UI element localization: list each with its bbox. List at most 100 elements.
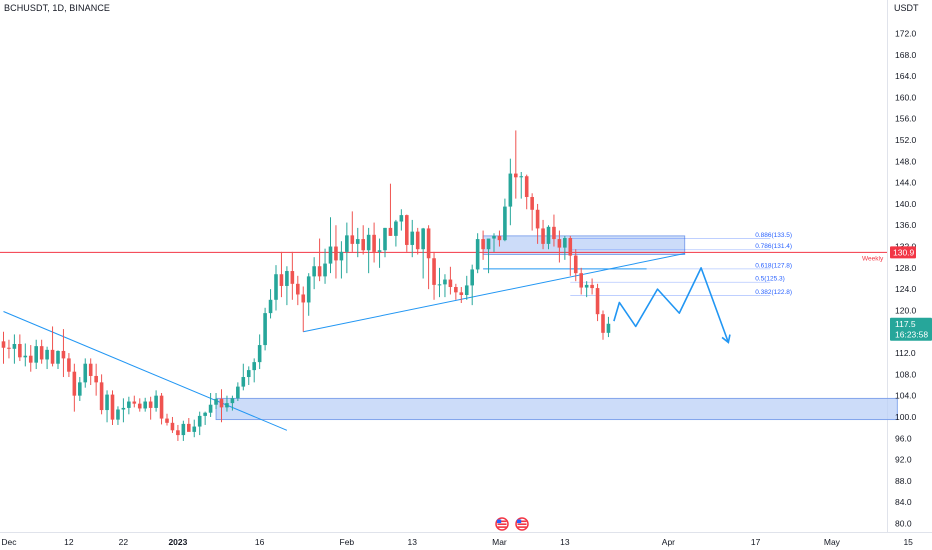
candle-down [219,389,224,423]
candle-up [274,265,278,311]
candle-body [481,239,485,250]
candle-up [143,397,147,412]
candle-body [361,239,365,251]
price-axis[interactable]: 80.0 84.0 88.0 92.0 96.0 100.0 104.0 108.0 112.0… [895,29,917,529]
time-axis-tick-label: 12 [64,537,74,547]
candle-down [1,331,6,364]
candle-down [350,211,355,252]
us-flag-event-icon[interactable] [515,517,529,531]
candle-body [426,228,431,259]
candle-body [72,371,77,396]
time-axis-tick-label: Apr [662,537,675,547]
price-axis-tick-label: 104.0 [895,391,917,401]
candle-body [143,401,147,409]
candle-body [345,235,349,252]
candle-down [595,283,600,322]
candle-body [415,231,420,250]
candle-body [18,344,22,358]
candle-up [197,411,202,436]
projection-path [613,267,731,344]
candle-down [67,353,71,378]
candle-down [72,363,77,412]
candle-body [192,426,197,432]
candle-down [50,326,55,367]
price-axis-tick-label: 136.0 [895,220,917,230]
candle-down [590,278,594,295]
candle-body [116,409,120,420]
candle-down [99,374,104,415]
weekly-price-tag [890,246,916,259]
candle-body [246,370,251,378]
candle-body [296,283,300,295]
price-axis-tick-label: 96.0 [895,433,912,443]
candle-body [350,235,355,244]
candle-up [470,264,474,306]
candle-body [312,266,316,277]
candle-body [127,401,131,408]
candle-up [78,377,82,401]
candle-up [443,274,447,298]
candle-up [45,346,49,370]
time-axis-tick-label: 2023 [168,537,187,547]
us-flag-event-icon[interactable] [495,517,509,531]
candle-up [241,363,246,391]
candle-up [492,233,496,252]
candle-up [12,334,17,364]
candle-down [557,230,562,263]
candle-up [606,316,611,338]
candle-up [208,393,213,417]
candle-body [67,358,71,372]
candle-down [7,339,11,359]
candle-down [454,283,458,300]
candle-down [535,203,540,244]
candle-body [530,197,534,210]
candle-up [394,219,398,247]
candle-body [83,363,88,383]
candlestick-series [1,130,611,441]
candle-down [415,227,420,255]
candle-up [23,343,28,367]
time-axis[interactable]: Dec 12 22 2023 16 Feb 13 Mar 13 Apr 17 May 15 [1,537,913,547]
candle-down [448,266,453,295]
candle-up [181,420,186,441]
drawing-lines: Weekly [0,251,887,431]
candle-body [181,423,186,436]
price-tags: 130.9 117.516:23:58 [890,246,932,341]
candle-down [497,230,502,247]
price-axis-tick-label: 160.0 [895,92,917,102]
candle-down [405,214,409,252]
candle-body [443,279,447,285]
candle-up [246,366,251,386]
candle-body [568,238,573,256]
economic-events[interactable] [495,517,529,531]
candle-body [573,255,578,274]
candle-body [448,279,453,288]
time-axis-tick-label: 17 [751,537,761,547]
candle-body [437,284,442,286]
candle-body [459,292,464,296]
candle-body [285,271,289,286]
candle-down [94,363,98,396]
candle-body [203,412,207,416]
candle-down [61,329,66,378]
candle-body [334,246,338,261]
candle-up [323,248,327,284]
candle-body [268,299,273,314]
candle-up [252,358,256,383]
price-axis-tick-label: 84.0 [895,497,912,507]
candle-up [339,241,344,279]
candle-body [45,349,49,360]
candle-body [257,345,262,363]
candle-body [514,173,518,178]
candle-up [503,198,507,242]
candle-up [154,390,158,412]
candle-body [590,284,594,289]
price-axis-tick-label: 140.0 [895,199,917,209]
candle-body [88,363,93,376]
candle-body [214,398,218,405]
candle-body [132,401,137,404]
candle-body [563,238,567,248]
candle-body [601,314,605,333]
